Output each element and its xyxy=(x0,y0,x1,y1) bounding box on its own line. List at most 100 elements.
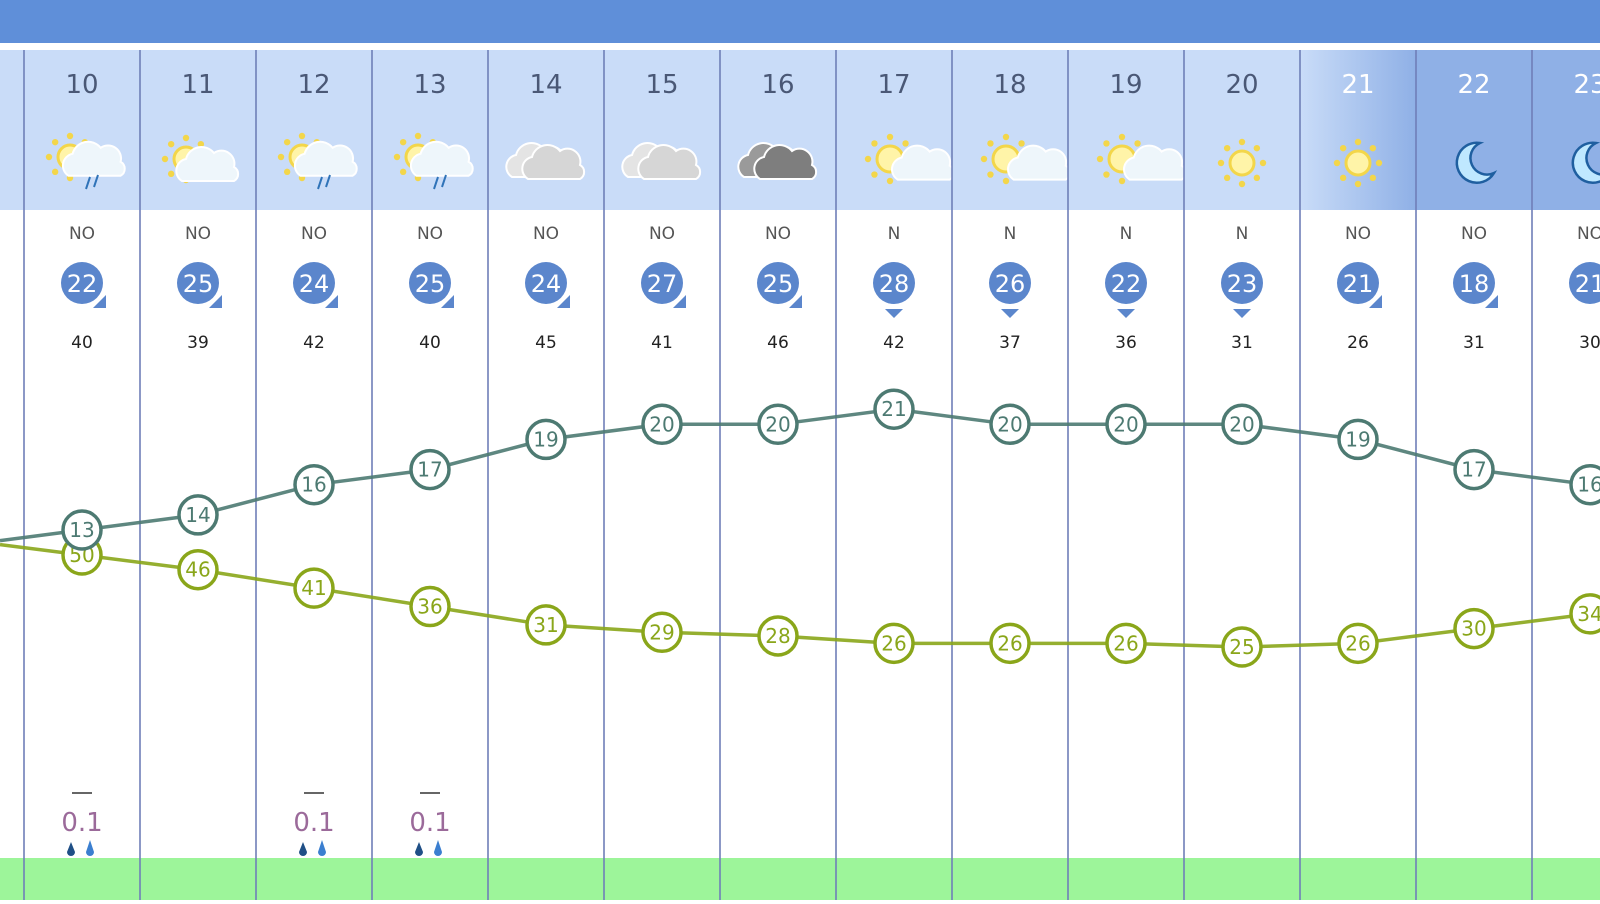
wind-direction: NO xyxy=(417,224,443,244)
sun-ray xyxy=(298,132,306,140)
wind-speed: 18 xyxy=(1459,270,1490,298)
sun-ray xyxy=(987,140,994,147)
wind-gust: 45 xyxy=(535,333,557,353)
temperature-value: 20 xyxy=(765,412,790,436)
wind-speed: 24 xyxy=(531,270,562,298)
sun-small-cloud-icon xyxy=(1096,133,1187,185)
sun-ray xyxy=(1238,138,1246,146)
wind-gust: 31 xyxy=(1463,333,1485,353)
humidity-point: 25 xyxy=(1221,626,1263,668)
wind-speed-badge xyxy=(1337,262,1379,304)
wind-speed: 21 xyxy=(1343,270,1374,298)
humidity-marker xyxy=(641,611,683,654)
humidity-marker xyxy=(1337,622,1379,665)
wind-speed-badge xyxy=(1221,262,1263,304)
sun-ray xyxy=(283,168,291,176)
wind-arrow-icon xyxy=(673,295,686,308)
drop xyxy=(434,840,442,856)
hour-header xyxy=(1068,50,1184,210)
temperature-marker xyxy=(61,509,103,551)
hour-label: 16 xyxy=(761,70,794,100)
wind-arrow-icon xyxy=(1485,295,1498,308)
temperature-marker xyxy=(177,494,219,536)
hour-label: 10 xyxy=(65,70,98,100)
wind-gust: 39 xyxy=(187,333,209,353)
temperature-value: 20 xyxy=(1229,412,1254,436)
sun-ray xyxy=(414,132,422,140)
wind-arrow-icon xyxy=(1001,309,1019,318)
sun-ray xyxy=(1118,177,1126,185)
wind-arrow-icon xyxy=(885,309,903,318)
temperature-value: 16 xyxy=(1577,473,1600,497)
sun-ray xyxy=(1259,159,1267,167)
sun-small-cloud-icon xyxy=(980,133,1071,185)
sun-disc xyxy=(1344,149,1372,177)
wind-gust: 31 xyxy=(1231,333,1253,353)
wind-speed-badge xyxy=(293,262,335,304)
sun-ray xyxy=(1339,174,1347,182)
wind-speed: 21 xyxy=(1575,270,1600,298)
moon-icon xyxy=(1455,141,1498,184)
wind-speed-badge xyxy=(1105,262,1147,304)
hour-label: 18 xyxy=(993,70,1026,100)
sun-cloud-rain-icon xyxy=(45,132,126,190)
rain-drop xyxy=(325,174,331,188)
wind-speed: 24 xyxy=(299,270,330,298)
wind-speed: 26 xyxy=(995,270,1026,298)
wind-speed: 28 xyxy=(879,270,910,298)
sun-ray xyxy=(864,155,872,163)
sun-icon xyxy=(1217,138,1267,188)
wind-gust: 46 xyxy=(767,333,789,353)
wind-speed-badge xyxy=(1453,262,1495,304)
wind-speed-badge xyxy=(1569,262,1600,304)
sun-ray xyxy=(1369,144,1377,152)
wind-gust: 41 xyxy=(651,333,673,353)
humidity-point: 26 xyxy=(1105,622,1147,665)
temperature-point: 19 xyxy=(525,418,567,461)
wind-direction: NO xyxy=(533,224,559,244)
hour-header xyxy=(952,50,1068,210)
wind-arrow-icon xyxy=(93,295,106,308)
wind-direction: N xyxy=(1236,224,1249,244)
hour-column: 16 NO 25 46 xyxy=(720,50,836,353)
drop xyxy=(415,842,423,856)
drop xyxy=(67,842,75,856)
humidity-value: 30 xyxy=(1461,617,1486,641)
hour-header xyxy=(372,50,488,210)
precipitation-amount: 0.1 xyxy=(61,808,102,838)
precipitation-amount: 0.1 xyxy=(293,808,334,838)
humidity-marker xyxy=(757,615,799,657)
sun-ray xyxy=(51,168,59,176)
humidity-marker xyxy=(989,622,1031,665)
sun-ray xyxy=(1002,133,1010,141)
wind-direction: NO xyxy=(765,224,791,244)
cloud-shape xyxy=(521,144,586,180)
humidity-value: 25 xyxy=(1229,635,1254,659)
temperature-value: 16 xyxy=(301,473,326,497)
temperature-marker xyxy=(873,388,915,430)
wind-speed-badge xyxy=(525,262,567,304)
sun-ray xyxy=(1118,133,1126,141)
temperature-value: 19 xyxy=(533,427,558,451)
sun-ray xyxy=(886,177,894,185)
drop xyxy=(299,842,307,856)
humidity-point: 29 xyxy=(641,611,683,654)
hour-header xyxy=(604,50,720,210)
temperature-point: 20 xyxy=(989,403,1031,446)
humidity-point: 28 xyxy=(757,615,799,657)
sun-ray xyxy=(161,155,169,163)
wind-gust: 37 xyxy=(999,333,1021,353)
sun-ray xyxy=(1134,140,1141,147)
forecast-svg: 10 NO 22 40 0.1 11 NO 25 39 12 NO 24 42 0.1 13 NO 25 40 0.… xyxy=(0,50,1600,900)
dark-cloud-icon xyxy=(737,142,818,180)
wind-gust: 36 xyxy=(1115,333,1137,353)
precipitation-amount: 0.1 xyxy=(409,808,450,838)
temperature-point: 20 xyxy=(1221,403,1263,446)
humidity-value: 26 xyxy=(1345,631,1370,655)
sun-ray xyxy=(1103,140,1110,147)
sun-ray xyxy=(66,132,74,140)
temperature-point: 21 xyxy=(873,388,915,430)
wind-gust: 40 xyxy=(419,333,441,353)
humidity-value: 36 xyxy=(417,595,442,619)
hour-column: 14 NO 24 45 xyxy=(488,50,604,353)
